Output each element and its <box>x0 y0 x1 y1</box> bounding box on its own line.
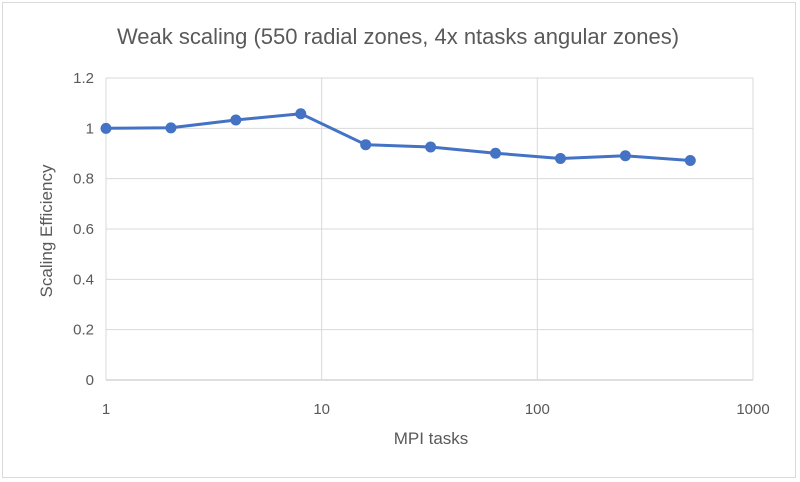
y-tick-label: 1.2 <box>73 70 94 87</box>
data-point <box>554 153 566 165</box>
data-point <box>230 114 242 126</box>
x-tick-label: 1 <box>102 401 110 418</box>
x-tick-label: 10 <box>313 401 330 418</box>
data-point <box>360 139 372 151</box>
y-tick-label: 1 <box>86 120 94 137</box>
y-axis-tick-labels: 0 0.2 0.4 0.6 0.8 1 1.2 <box>73 70 94 389</box>
x-axis-tick-labels: 1 10 100 1000 <box>102 401 770 418</box>
y-axis-label: Scaling Efficiency <box>37 164 56 297</box>
x-axis-label: MPI tasks <box>394 429 469 448</box>
series-layer <box>100 108 696 167</box>
data-point <box>295 108 307 120</box>
y-tick-label: 0.8 <box>73 171 94 188</box>
chart-title: Weak scaling (550 radial zones, 4x ntask… <box>117 24 679 49</box>
y-tick-label: 0 <box>86 372 94 389</box>
y-tick-label: 0.2 <box>73 322 94 339</box>
x-tick-label: 1000 <box>736 401 769 418</box>
x-tick-label: 100 <box>525 401 550 418</box>
data-point <box>490 147 502 159</box>
data-point <box>619 150 631 162</box>
data-point <box>100 122 112 134</box>
y-tick-label: 0.4 <box>73 271 94 288</box>
data-point <box>165 122 177 134</box>
data-point <box>684 155 696 167</box>
data-point <box>425 141 437 153</box>
series-line <box>104 112 692 162</box>
y-tick-label: 0.6 <box>73 221 94 238</box>
gridlines <box>105 77 754 381</box>
